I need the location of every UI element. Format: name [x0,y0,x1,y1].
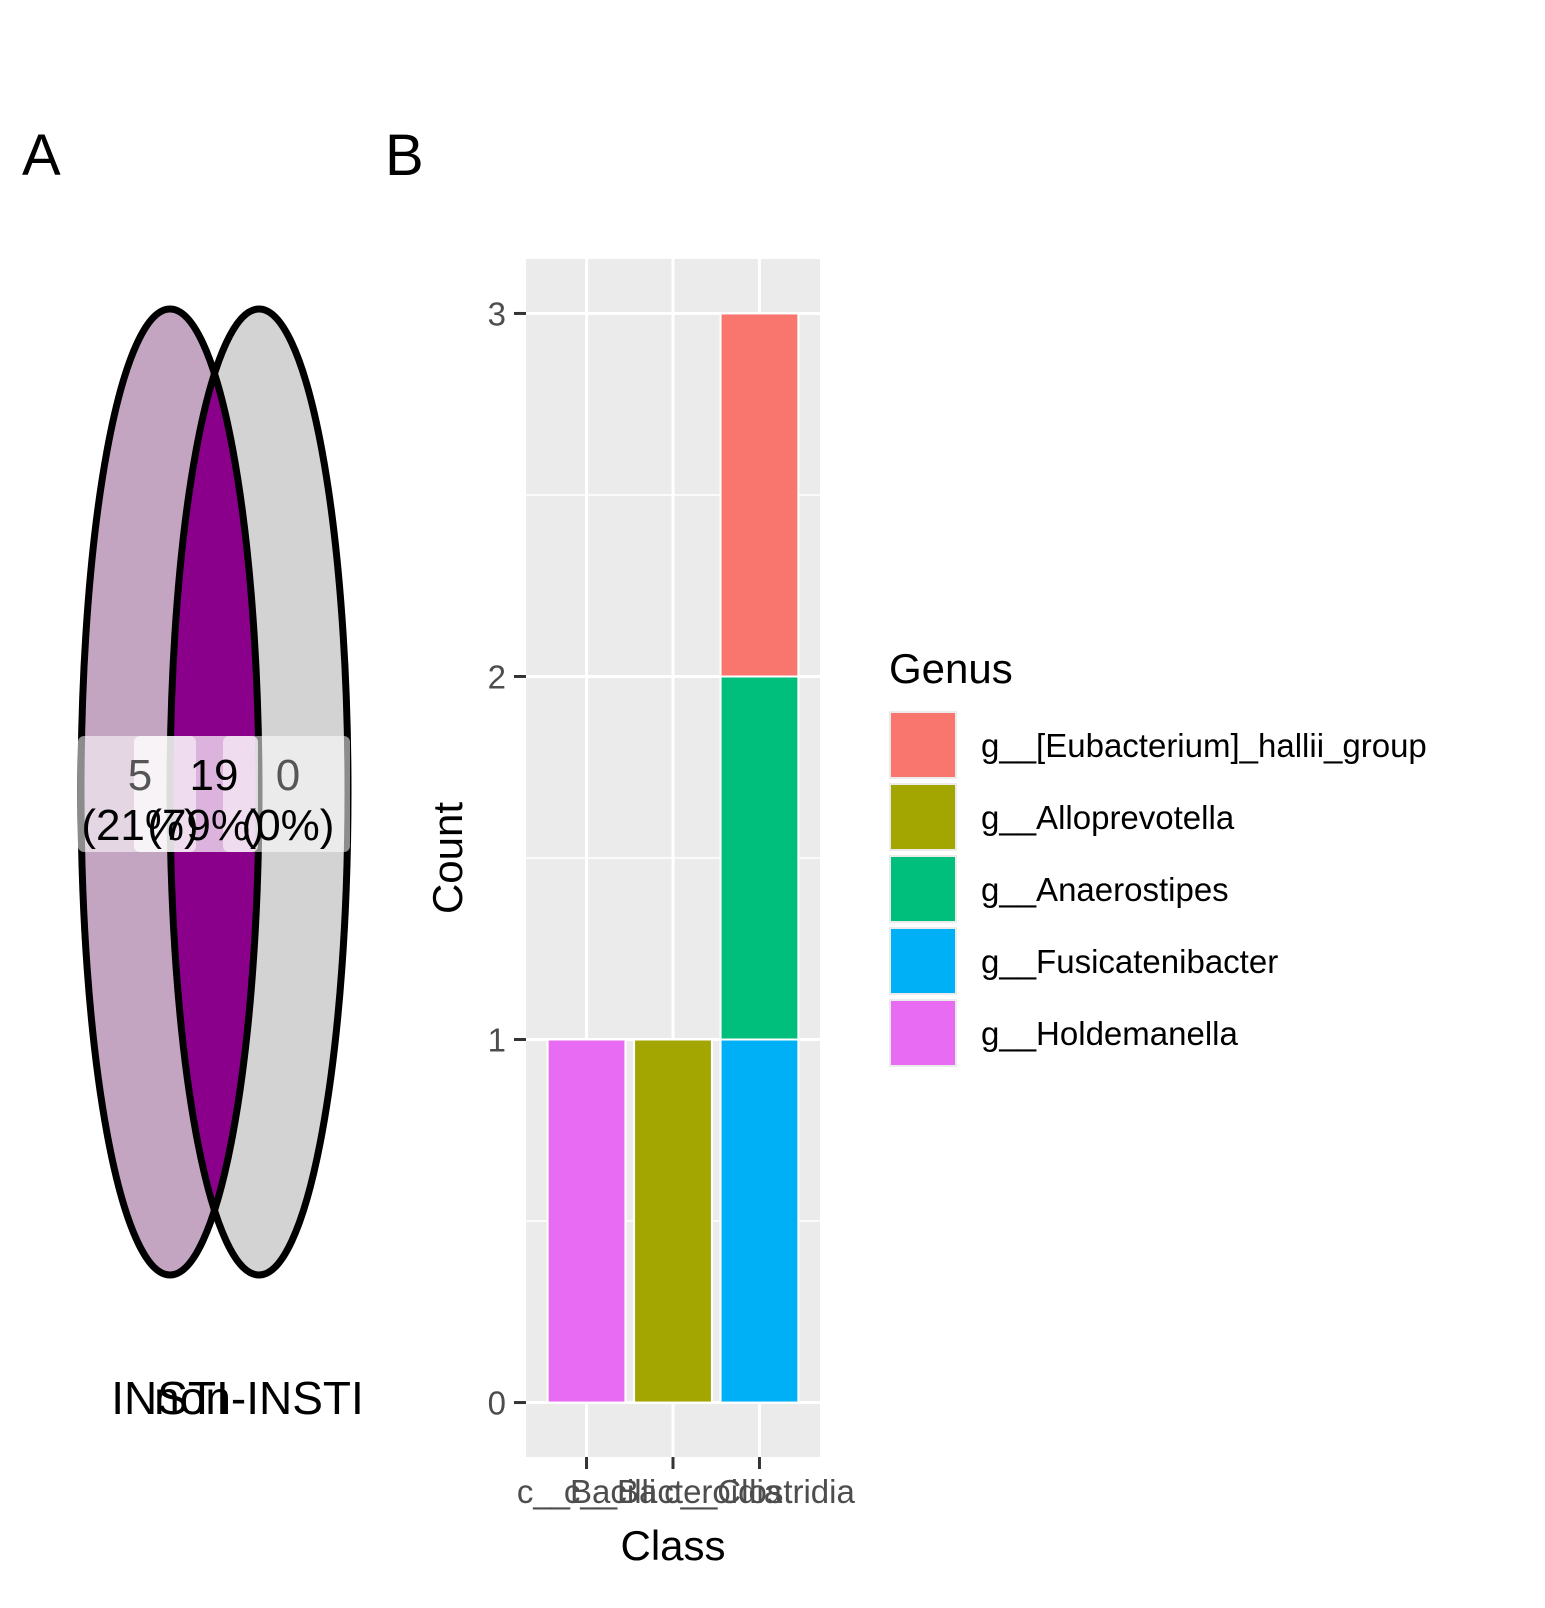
legend: Genus g__[Eubacterium]_hallii_group g__Al… [889,645,1427,1067]
legend-label: g__Alloprevotella [981,799,1235,836]
legend-label: g__[Eubacterium]_hallii_group [981,727,1427,764]
legend-key [891,713,955,777]
y-tick-label: 0 [488,1385,506,1422]
bars [546,312,800,1404]
x-tick-label: c__Clostridia [664,1473,855,1510]
y-tick-label: 3 [488,295,506,332]
legend-key [891,1001,955,1065]
x-tick-label: c__Bacteroidia [564,1473,783,1510]
venn-diagram: 5 (21%) 19 (79%) 0 (0%) INSTI non-INSTI [77,305,364,1424]
legend-label: g__Fusicatenibacter [981,943,1278,980]
legend-label: g__Holdemanella [981,1015,1238,1052]
legend-key [891,857,955,921]
legend-key [891,929,955,993]
venn-region-left-percent: (21%) [81,801,198,850]
legend-label: g__Anaerostipes [981,871,1229,908]
venn-label-box-right [223,736,350,852]
legend-title: Genus [889,645,1013,692]
venn-region-mid-percent: (79%) [147,801,264,850]
panel-label-b: B [385,123,424,188]
bar-segment [546,1038,627,1404]
venn-region-right-percent: (0%) [242,801,335,850]
venn-region-right-count: 0 [276,751,300,800]
bar-segment [633,1038,713,1404]
bar-segment [719,312,800,678]
panel-label-a: A [22,123,61,188]
venn-region-mid-count: 19 [190,751,239,800]
venn-region-left-count: 5 [128,751,152,800]
bar-chart: 0 1 2 3 c__Bacillic__Bacteroidiac__Clostrid… [424,259,1427,1569]
legend-key [891,785,955,849]
venn-set-label-left: INSTI [111,1372,229,1424]
y-axis-label: Count [424,802,471,914]
bar-segment [719,1038,800,1404]
venn-set-label-right: non-INSTI [154,1372,364,1424]
venn-overlap [170,309,259,1275]
y-tick-label: 2 [488,658,506,695]
x-tick-label: c__Bacilli [517,1473,656,1510]
y-axis: 0 1 2 3 [488,295,526,1422]
y-tick-label: 1 [488,1022,506,1059]
x-axis-label: Class [620,1522,725,1569]
bar-segment [719,675,800,1041]
